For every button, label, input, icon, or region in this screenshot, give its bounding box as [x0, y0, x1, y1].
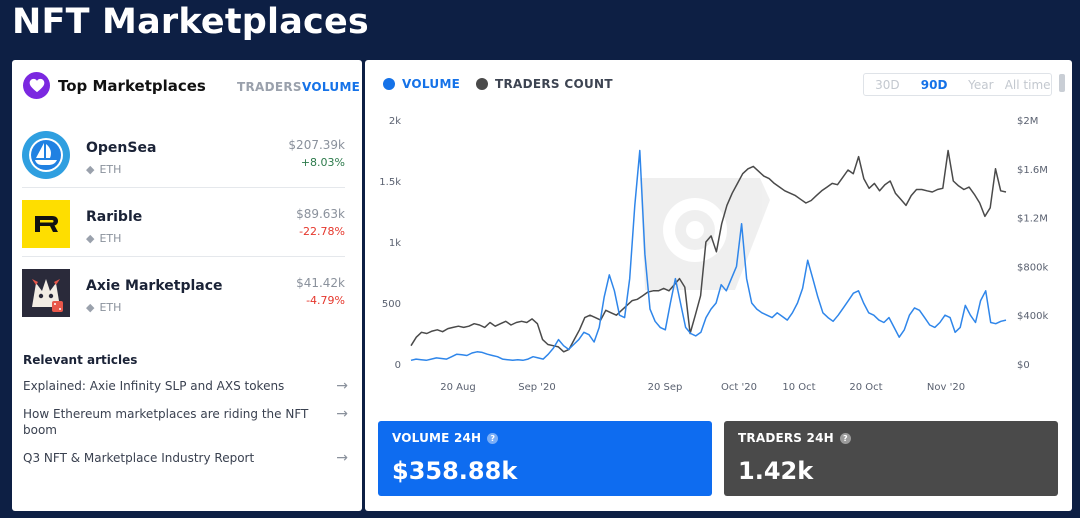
marketplace-name: Axie Marketplace — [86, 278, 223, 294]
legend-volume[interactable]: VOLUME — [383, 77, 460, 91]
marketplace-row-axie[interactable]: Axie Marketplace ◆ ETH $41.42k -4.79% — [22, 258, 345, 326]
arrow-right-icon: → — [336, 450, 348, 466]
y-right-tick-label: $0 — [1017, 360, 1030, 371]
volume-24h-card: VOLUME 24H? $358.88k — [378, 421, 712, 496]
x-tick-label: 10 Oct — [782, 382, 815, 393]
y-left-tick-label: 2k — [389, 116, 401, 127]
opensea-logo-icon — [22, 131, 70, 179]
marketplace-volume: $207.39k — [288, 138, 345, 152]
x-tick-label: Sep '20 — [518, 382, 556, 393]
y-left-tick-label: 500 — [382, 299, 401, 310]
eth-icon: ◆ — [86, 232, 95, 245]
stat-label: VOLUME 24H? — [392, 431, 499, 445]
y-left-tick-label: 1.5k — [379, 177, 401, 188]
page-title: NFT Marketplaces — [12, 2, 369, 42]
range-scrollbar[interactable] — [1059, 74, 1065, 92]
volume-line — [410, 149, 1007, 362]
arrow-right-icon: → — [336, 378, 348, 394]
help-icon[interactable]: ? — [839, 432, 851, 444]
y-right-tick-label: $800k — [1017, 262, 1048, 273]
x-tick-label: 20 Aug — [440, 382, 475, 393]
marketplace-chain: ◆ ETH — [86, 232, 122, 245]
heart-icon — [23, 72, 50, 99]
marketplace-change: +8.03% — [300, 156, 345, 169]
watermark-logo-icon — [640, 178, 770, 290]
x-tick-label: 20 Sep — [648, 382, 683, 393]
marketplace-name: OpenSea — [86, 140, 157, 156]
marketplace-volume: $89.63k — [296, 207, 345, 221]
range-30d[interactable]: 30D — [875, 77, 900, 92]
eth-icon: ◆ — [86, 163, 95, 176]
range-year[interactable]: Year — [968, 77, 994, 92]
marketplace-change: -4.79% — [306, 294, 345, 307]
marketplace-row-opensea[interactable]: OpenSea ◆ ETH $207.39k +8.03% — [22, 120, 345, 188]
marketplace-chain: ◆ ETH — [86, 301, 122, 314]
legend-traders-count[interactable]: TRADERS COUNT — [476, 77, 613, 91]
stat-value: $358.88k — [392, 457, 518, 485]
panel-title: Top Marketplaces — [58, 77, 206, 95]
marketplace-name: Rarible — [86, 209, 143, 225]
tab-volume[interactable]: VOLUME — [302, 80, 361, 94]
x-tick-label: Nov '20 — [927, 382, 965, 393]
top-marketplaces-panel: Top Marketplaces TRADERS VOLUME OpenSea … — [12, 60, 362, 511]
panel-header: Top Marketplaces TRADERS VOLUME — [12, 60, 362, 112]
range-90d[interactable]: 90D — [920, 77, 948, 92]
stat-value: 1.42k — [738, 457, 814, 485]
marketplace-chain: ◆ ETH — [86, 163, 122, 176]
rarible-logo-icon — [22, 200, 70, 248]
articles-title: Relevant articles — [23, 353, 138, 367]
stat-label: TRADERS 24H? — [738, 431, 851, 445]
legend-dot-icon — [476, 78, 488, 90]
y-left-tick-label: 1k — [389, 238, 401, 249]
traders-24h-card: TRADERS 24H? 1.42k — [724, 421, 1058, 496]
y-right-tick-label: $1.6M — [1017, 165, 1048, 176]
marketplace-row-rarible[interactable]: Rarible ◆ ETH $89.63k -22.78% — [22, 189, 345, 257]
axie-logo-icon — [22, 269, 70, 317]
range-all-time[interactable]: All time — [1004, 77, 1051, 92]
marketplace-change: -22.78% — [299, 225, 345, 238]
article-link[interactable]: Explained: Axie Infinity SLP and AXS tok… — [23, 378, 348, 394]
time-range-selector: 30D 90D Year All time — [863, 73, 1052, 96]
y-right-tick-label: $400k — [1017, 311, 1048, 322]
legend-dot-icon — [383, 78, 395, 90]
arrow-right-icon: → — [336, 406, 348, 422]
traders-count-line — [410, 149, 1007, 353]
y-left-tick-label: 0 — [395, 360, 401, 371]
article-link[interactable]: Q3 NFT & Marketplace Industry Report → — [23, 450, 348, 466]
help-icon[interactable]: ? — [487, 432, 499, 444]
y-right-tick-label: $2M — [1017, 116, 1038, 127]
marketplace-volume: $41.42k — [296, 276, 345, 290]
eth-icon: ◆ — [86, 301, 95, 314]
x-tick-label: 20 Oct — [849, 382, 882, 393]
volume-traders-chart: 0 500 1k 1.5k 2k $0 $400k $800k $1.2M $1.6M $2M 2… — [379, 116, 1048, 393]
y-right-tick-label: $1.2M — [1017, 214, 1048, 225]
article-link[interactable]: How Ethereum marketplaces are riding the… — [23, 406, 348, 437]
x-tick-label: Oct '20 — [721, 382, 757, 393]
chart-panel: VOLUME TRADERS COUNT 30D 90D Year All ti… — [365, 60, 1072, 511]
tab-traders[interactable]: TRADERS — [237, 80, 302, 94]
